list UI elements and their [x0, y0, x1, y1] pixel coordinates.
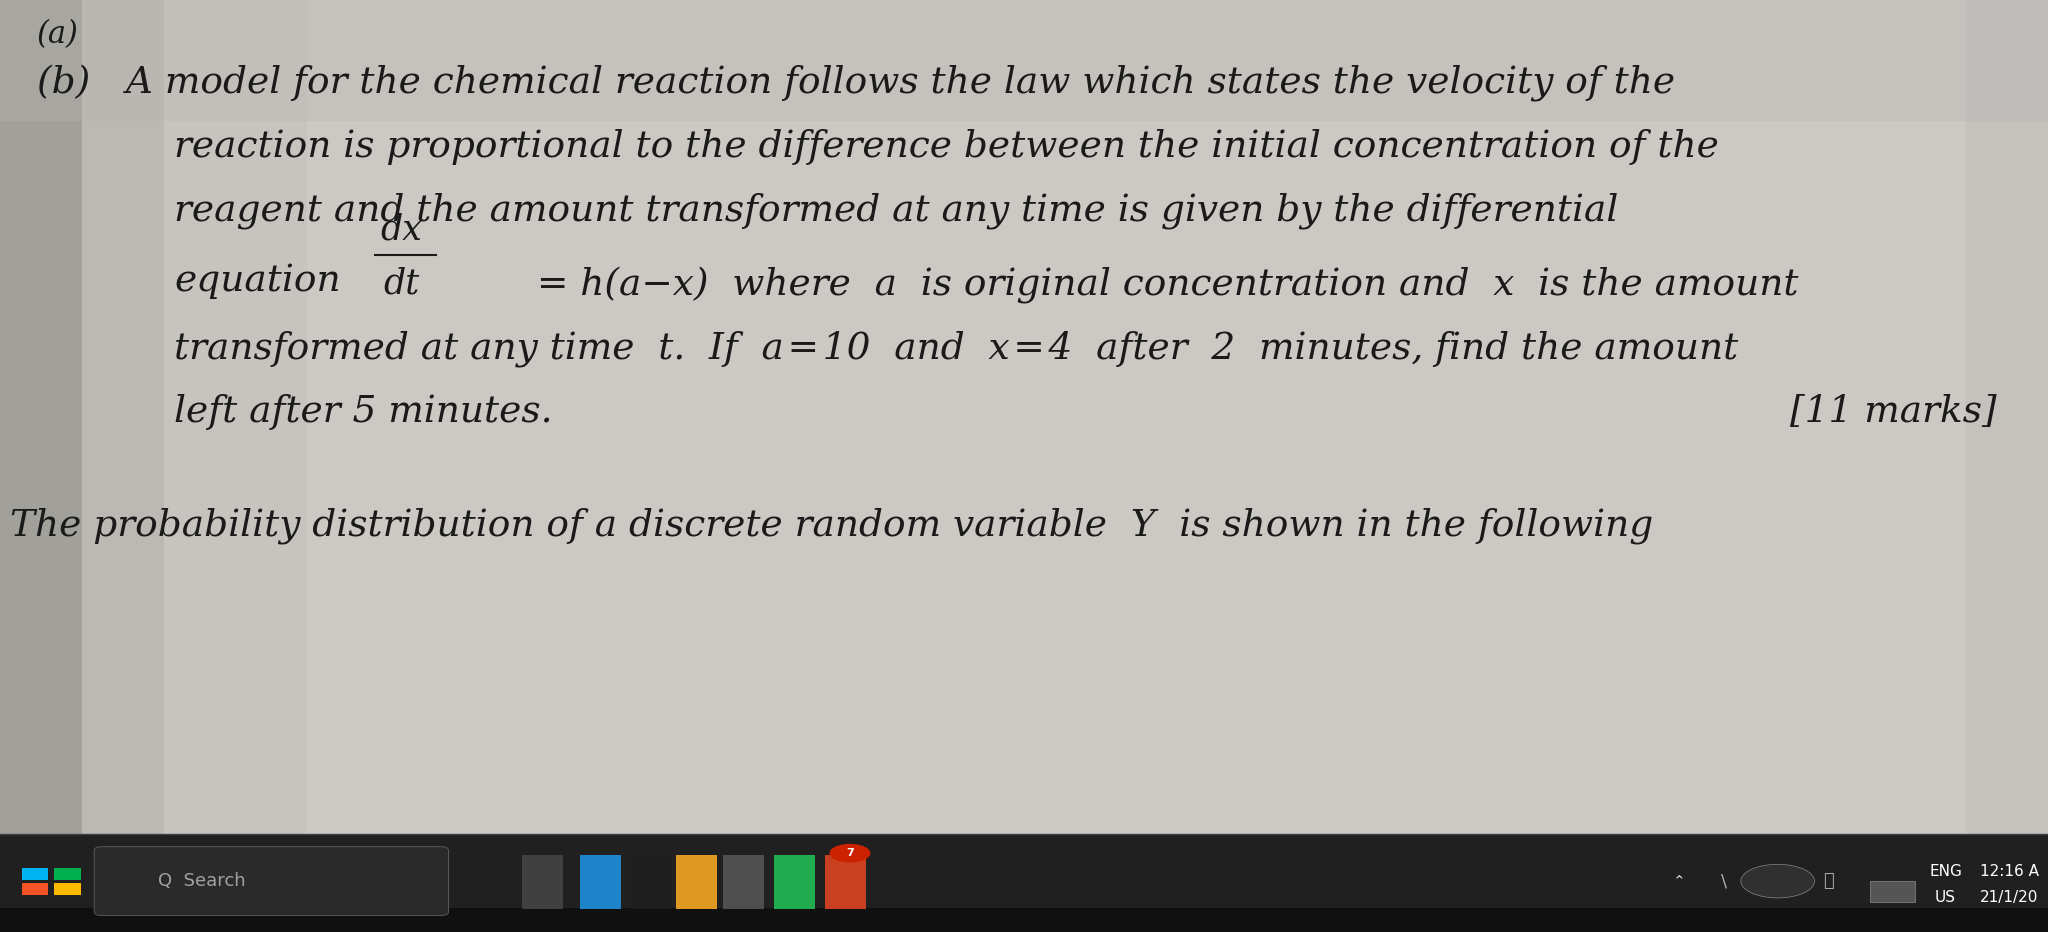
- Bar: [23, 883, 49, 895]
- Bar: [825, 855, 866, 909]
- Bar: [774, 855, 815, 909]
- Text: The probability distribution of a discrete random variable  Y  is shown in the f: The probability distribution of a discre…: [10, 508, 1653, 544]
- Text: Q  Search: Q Search: [158, 872, 246, 890]
- Circle shape: [829, 843, 870, 862]
- Bar: [0, 0, 307, 834]
- Circle shape: [1741, 864, 1815, 898]
- Bar: [1966, 0, 2048, 834]
- Text: equation: equation: [174, 263, 340, 299]
- Text: (b)   A model for the chemical reaction follows the law which states the velocit: (b) A model for the chemical reaction fo…: [37, 65, 1675, 103]
- Text: 21/1/20: 21/1/20: [1980, 890, 2038, 905]
- Text: 7: 7: [846, 848, 854, 858]
- Bar: [580, 855, 621, 909]
- Bar: [676, 855, 717, 909]
- Bar: [0, 0, 164, 834]
- Bar: [1870, 881, 1915, 901]
- Text: left after 5 minutes.: left after 5 minutes.: [174, 394, 553, 431]
- Bar: [522, 855, 563, 909]
- Text: = h(a−x)  where  a  is original concentration and  x  is the amount: = h(a−x) where a is original concentrati…: [537, 267, 1798, 304]
- Bar: [55, 883, 82, 895]
- Text: [11 marks]: [11 marks]: [1790, 394, 1997, 431]
- Text: 🔊: 🔊: [1823, 872, 1835, 890]
- Text: 12:16 A: 12:16 A: [1980, 864, 2038, 879]
- Text: dt: dt: [383, 267, 420, 300]
- Text: ⌃: ⌃: [1673, 873, 1686, 888]
- Bar: [0, 834, 2048, 932]
- Bar: [0, 0, 82, 834]
- Bar: [55, 868, 82, 880]
- Text: US: US: [1935, 890, 1956, 905]
- Bar: [0, 908, 2048, 932]
- Text: reaction is proportional to the difference between the initial concentration of : reaction is proportional to the differen…: [174, 129, 1718, 165]
- Bar: [0, 0, 2048, 834]
- Text: ENG: ENG: [1929, 864, 1962, 879]
- Text: reagent and the amount transformed at any time is given by the differential: reagent and the amount transformed at an…: [174, 193, 1618, 229]
- FancyBboxPatch shape: [94, 846, 449, 915]
- Text: \: \: [1722, 872, 1726, 890]
- Bar: [723, 855, 764, 909]
- Bar: [23, 868, 49, 880]
- Bar: [0, 0, 2048, 121]
- Text: dx: dx: [381, 212, 422, 246]
- Bar: [631, 855, 672, 909]
- Text: transformed at any time  t.  If  a = 10  and  x = 4  after  2  minutes, find the: transformed at any time t. If a = 10 and…: [174, 331, 1739, 367]
- Text: (a): (a): [37, 19, 78, 49]
